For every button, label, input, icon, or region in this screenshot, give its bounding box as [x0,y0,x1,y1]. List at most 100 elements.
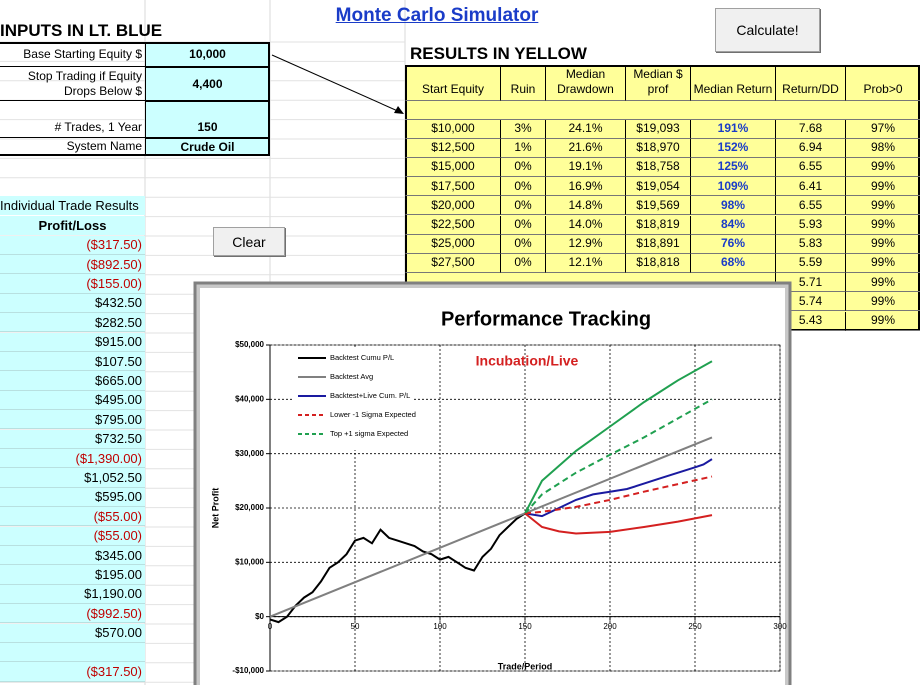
results-cell: $18,819 [625,215,690,235]
legend-label: Backtest Cumu P/L [330,353,394,362]
results-cell: 6.55 [775,196,845,216]
results-column-header: Median $ prof [625,65,690,101]
x-tick-label: 50 [351,622,360,631]
results-cell: $19,093 [625,119,690,139]
results-cell: 97% [845,119,920,139]
results-cell: 6.94 [775,138,845,158]
trade-value: $282.50 [0,313,145,333]
trade-value: $732.50 [0,429,145,449]
results-cell: 5.83 [775,234,845,254]
results-cell: 99% [845,273,920,293]
results-column-header: Median Drawdown [545,65,625,101]
results-cell: $18,891 [625,234,690,254]
results-cell: $25,000 [405,234,500,254]
results-column-header: Median Return [690,65,775,101]
results-cell: 7.68 [775,119,845,139]
results-cell: 98% [690,196,775,216]
results-cell: $22,500 [405,215,500,235]
trade-value: $570.00 [0,623,145,643]
x-axis-label: Trade/Period [498,661,553,671]
results-cell: 19.1% [545,157,625,178]
calculate-button[interactable]: Calculate! [715,8,820,52]
series-line [269,512,526,624]
results-cell: 76% [690,234,775,254]
input-value: 150 [145,101,270,138]
results-cell: $18,758 [625,157,690,178]
results-cell: 99% [845,157,920,178]
trade-value: ($992.50) [0,604,145,624]
results-cell: 6.41 [775,177,845,197]
trades-header: Individual Trade Results [0,196,145,215]
trade-value: $915.00 [0,332,145,352]
results-column-header: Return/DD [775,65,845,101]
results-cell: 125% [690,157,775,178]
trade-value: $195.00 [0,565,145,585]
results-cell: 68% [690,253,775,274]
trade-value: ($892.50) [0,254,145,275]
trade-value: $495.00 [0,390,145,411]
trade-value: ($55.00) [0,526,145,546]
input-label: # Trades, 1 Year [0,101,145,138]
clear-button[interactable]: Clear [213,227,285,256]
legend-label: Backtest+Live Cum. P/L [330,391,410,400]
trade-value: ($155.00) [0,274,145,294]
results-cell: $12,500 [405,138,500,158]
results-cell: 12.9% [545,234,625,254]
y-tick-label: $20,000 [235,503,264,512]
series-line [524,398,713,515]
x-tick-label: 250 [688,622,702,631]
series-line [269,436,713,618]
legend-label: Backtest Avg [330,372,373,381]
input-value: 4,400 [145,67,270,101]
results-column-header: Ruin [500,65,545,101]
trade-value: $432.50 [0,293,145,314]
results-cell: 1% [500,138,545,158]
results-header: RESULTS IN YELLOW [410,43,587,63]
results-cell: $17,500 [405,177,500,197]
series-line [524,360,713,514]
trade-value: $107.50 [0,351,145,372]
trade-value: $665.00 [0,371,145,391]
results-cell: 0% [500,215,545,235]
y-tick-label: $10,000 [235,557,264,566]
results-cell: $27,500 [405,253,500,274]
trade-value [0,642,145,663]
results-cell: 99% [845,311,920,331]
chart-title: Performance Tracking [441,308,651,330]
results-cell: $18,818 [625,253,690,274]
chart-annotation: Incubation/Live [476,353,579,369]
trade-value: ($317.50) [0,662,145,682]
results-cell: 3% [500,119,545,139]
trade-value: ($55.00) [0,507,145,527]
results-cell: 99% [845,196,920,216]
results-cell: 152% [690,138,775,158]
results-cell: 99% [845,253,920,274]
results-cell: 21.6% [545,138,625,158]
x-tick-label: 150 [518,622,532,631]
trade-value: ($317.50) [0,235,145,255]
series-line [524,475,713,515]
results-cell: 12.1% [545,253,625,274]
y-tick-label: -$10,000 [232,666,264,675]
x-tick-label: 300 [773,622,787,631]
x-tick-label: 200 [603,622,617,631]
results-cell: 14.8% [545,196,625,216]
y-axis-label: Net Profit [210,488,220,529]
sheet-title: Monte Carlo Simulator [335,4,539,26]
results-cell: 5.59 [775,253,845,274]
trade-value: $595.00 [0,487,145,508]
connector-line [271,54,401,113]
inputs-frame [0,42,270,156]
results-cell: 0% [500,157,545,178]
results-cell: 84% [690,215,775,235]
trade-value: $1,052.50 [0,468,145,488]
results-cell: 99% [845,234,920,254]
results-cell: 5.93 [775,215,845,235]
trades-column: Profit/Loss [0,216,145,235]
results-cell: $18,970 [625,138,690,158]
trade-value: $1,190.00 [0,584,145,605]
x-tick-label: 100 [433,622,447,631]
results-cell: $20,000 [405,196,500,216]
